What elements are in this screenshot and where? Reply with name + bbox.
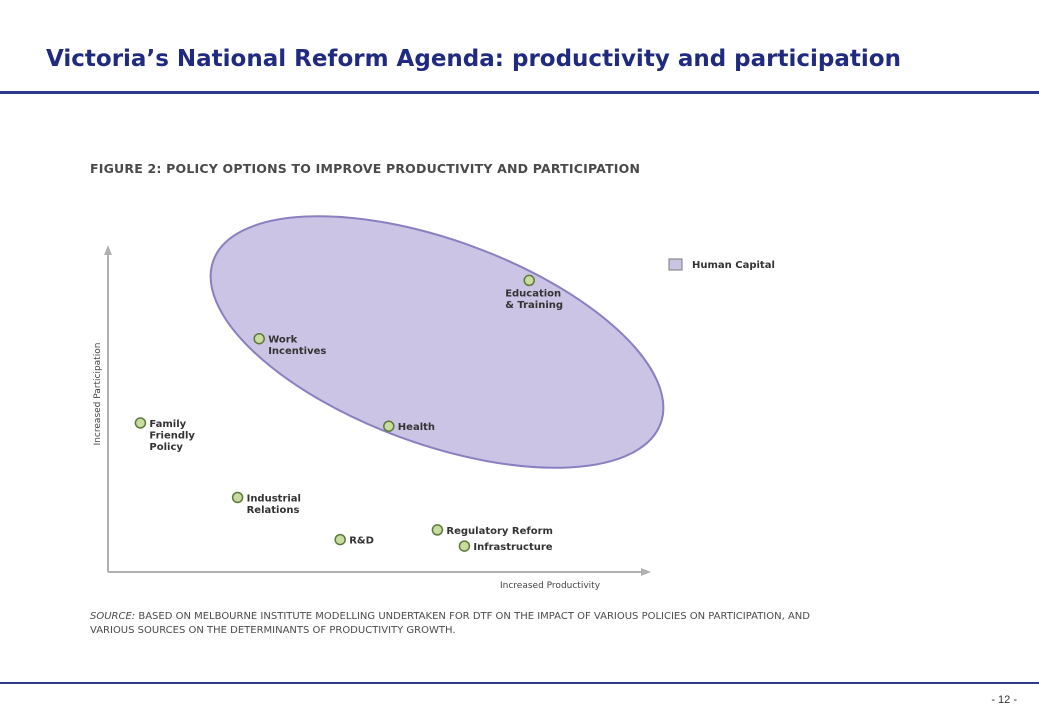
point-health xyxy=(383,420,395,432)
x-axis-label: Increased Productivity xyxy=(500,581,601,591)
point-infrastructure xyxy=(458,540,471,552)
legend: Human Capital xyxy=(668,258,775,271)
point-regulatory-reform xyxy=(431,524,444,536)
points-layer: Education & Training Work Incentives Health F… xyxy=(134,274,563,553)
source-label: SOURCE: xyxy=(90,611,136,622)
footer-divider xyxy=(0,682,1039,684)
group-layer xyxy=(209,215,665,469)
y-axis-label: Increased Participation xyxy=(93,343,103,446)
point-label-work-incentives: Work Incentives xyxy=(268,335,326,358)
legend-label-human-capital: Human Capital xyxy=(692,260,775,271)
human-capital-group xyxy=(209,215,665,469)
point-industrial-relations xyxy=(231,491,244,504)
legend-swatch-human-capital xyxy=(668,258,683,271)
point-label-industrial-relations: Industrial Relations xyxy=(247,493,301,515)
point-label-family-friendly-policy: Family Friendly Policy xyxy=(149,419,195,453)
page-number: - 12 - xyxy=(991,694,1017,706)
point-label-regulatory-reform: Regulatory Reform xyxy=(446,526,553,537)
figure-title: FIGURE 2: POLICY OPTIONS TO IMPROVE PROD… xyxy=(90,161,641,176)
point-label-education-and-training: Education & Training xyxy=(505,288,563,311)
point-label-health: Health xyxy=(398,422,435,433)
point-label-infrastructure: Infrastructure xyxy=(473,542,552,553)
figure-source: SOURCE: BASED ON MELBOURNE INSTITUTE MOD… xyxy=(90,610,830,638)
point-label-randd: R&D xyxy=(349,536,374,547)
point-randd xyxy=(334,533,346,546)
point-family-friendly-policy xyxy=(134,417,147,429)
source-text: BASED ON MELBOURNE INSTITUTE MODELLING U… xyxy=(90,611,810,636)
point-work-incentives xyxy=(253,332,265,345)
title-divider xyxy=(0,91,1039,94)
slide-title: Victoria’s National Reform Agenda: produ… xyxy=(46,46,901,72)
point-education-and-training xyxy=(523,274,535,287)
